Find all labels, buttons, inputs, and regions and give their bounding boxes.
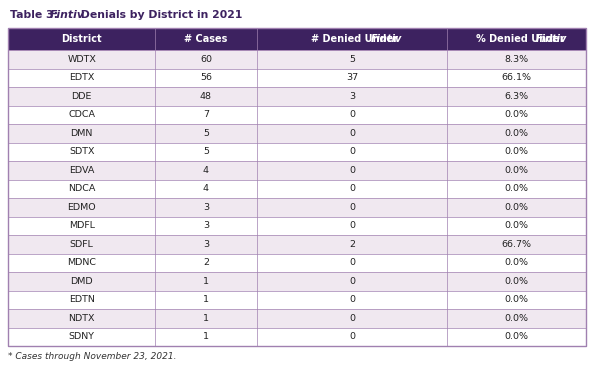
Bar: [8, 28, 586, 50]
Text: 6.3%: 6.3%: [504, 92, 529, 101]
Text: Fintiv: Fintiv: [536, 34, 567, 44]
Bar: [8, 309, 586, 327]
Bar: [8, 143, 586, 161]
Bar: [8, 327, 586, 346]
Text: 4: 4: [203, 166, 209, 175]
Text: 0: 0: [349, 314, 355, 323]
Text: 0.0%: 0.0%: [505, 147, 529, 156]
Text: DDE: DDE: [71, 92, 92, 101]
Text: 3: 3: [203, 221, 209, 230]
Text: % Denied Under: % Denied Under: [476, 34, 568, 44]
Text: NDTX: NDTX: [68, 314, 95, 323]
Text: 0.0%: 0.0%: [505, 332, 529, 341]
Text: 8.3%: 8.3%: [504, 55, 529, 64]
Text: 5: 5: [203, 147, 209, 156]
Text: 0: 0: [349, 295, 355, 304]
Bar: [8, 198, 586, 217]
Text: # Denied Under: # Denied Under: [311, 34, 401, 44]
Text: 2: 2: [349, 240, 355, 249]
Bar: [8, 253, 586, 272]
Bar: [8, 28, 586, 346]
Text: * Cases through November 23, 2021.: * Cases through November 23, 2021.: [8, 352, 176, 361]
Text: 0.0%: 0.0%: [505, 295, 529, 304]
Bar: [8, 161, 586, 179]
Text: 37: 37: [346, 73, 358, 82]
Text: CDCA: CDCA: [68, 110, 95, 119]
Text: 0.0%: 0.0%: [505, 203, 529, 212]
Text: 4: 4: [203, 184, 209, 193]
Text: MDFL: MDFL: [69, 221, 94, 230]
Text: Fintiv: Fintiv: [50, 10, 85, 20]
Text: Fintiv: Fintiv: [371, 34, 402, 44]
Bar: [8, 50, 586, 68]
Text: SDTX: SDTX: [69, 147, 94, 156]
Text: 1: 1: [203, 314, 209, 323]
Text: Table 3:: Table 3:: [10, 10, 62, 20]
Text: District: District: [61, 34, 102, 44]
Text: EDMO: EDMO: [67, 203, 96, 212]
Text: 0.0%: 0.0%: [505, 166, 529, 175]
Text: 0: 0: [349, 277, 355, 286]
Text: 0: 0: [349, 258, 355, 267]
Text: 1: 1: [203, 295, 209, 304]
Text: 3: 3: [349, 92, 355, 101]
Bar: [8, 235, 586, 253]
Text: WDTX: WDTX: [67, 55, 96, 64]
Bar: [8, 272, 586, 291]
Text: 0.0%: 0.0%: [505, 221, 529, 230]
Text: 3: 3: [203, 240, 209, 249]
Text: MDNC: MDNC: [67, 258, 96, 267]
Text: 5: 5: [203, 129, 209, 138]
Bar: [8, 179, 586, 198]
Text: 48: 48: [200, 92, 212, 101]
Text: 1: 1: [203, 277, 209, 286]
Text: 56: 56: [200, 73, 212, 82]
Text: EDTX: EDTX: [69, 73, 94, 82]
Text: 5: 5: [349, 55, 355, 64]
Text: 2: 2: [203, 258, 209, 267]
Text: 0: 0: [349, 332, 355, 341]
Text: 0.0%: 0.0%: [505, 129, 529, 138]
Text: 0: 0: [349, 129, 355, 138]
Text: EDTN: EDTN: [69, 295, 94, 304]
Text: 0: 0: [349, 147, 355, 156]
Text: 0: 0: [349, 110, 355, 119]
Text: 1: 1: [203, 332, 209, 341]
Bar: [8, 68, 586, 87]
Text: 0.0%: 0.0%: [505, 277, 529, 286]
Text: DMN: DMN: [71, 129, 93, 138]
Text: 7: 7: [203, 110, 209, 119]
Text: 60: 60: [200, 55, 212, 64]
Text: 66.7%: 66.7%: [502, 240, 532, 249]
Text: NDCA: NDCA: [68, 184, 96, 193]
Text: 0.0%: 0.0%: [505, 110, 529, 119]
Text: SDFL: SDFL: [69, 240, 94, 249]
Bar: [8, 106, 586, 124]
Text: Denials by District in 2021: Denials by District in 2021: [77, 10, 242, 20]
Bar: [8, 87, 586, 106]
Text: EDVA: EDVA: [69, 166, 94, 175]
Text: SDNY: SDNY: [69, 332, 94, 341]
Bar: [8, 124, 586, 143]
Text: 0.0%: 0.0%: [505, 184, 529, 193]
Bar: [8, 217, 586, 235]
Text: 0.0%: 0.0%: [505, 258, 529, 267]
Bar: [8, 291, 586, 309]
Text: 3: 3: [203, 203, 209, 212]
Text: DMD: DMD: [70, 277, 93, 286]
Text: 66.1%: 66.1%: [502, 73, 532, 82]
Text: 0.0%: 0.0%: [505, 314, 529, 323]
Text: 0: 0: [349, 184, 355, 193]
Text: 0: 0: [349, 166, 355, 175]
Text: 0: 0: [349, 221, 355, 230]
Text: 0: 0: [349, 203, 355, 212]
Text: # Cases: # Cases: [184, 34, 228, 44]
